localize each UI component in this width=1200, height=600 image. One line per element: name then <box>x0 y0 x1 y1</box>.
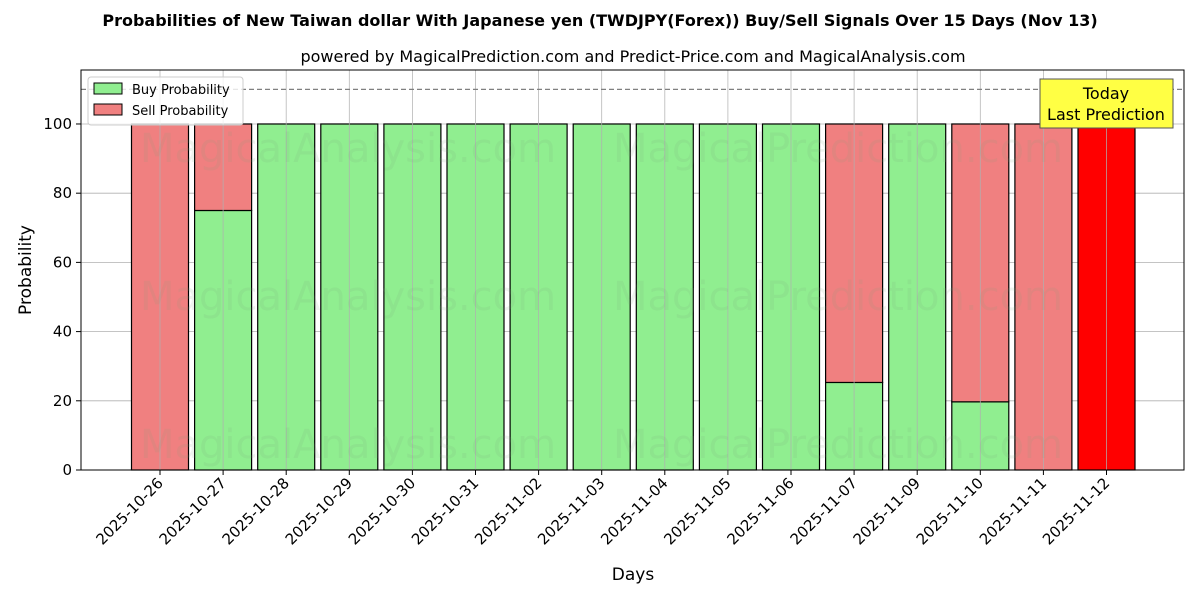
x-tick-label: 2025-11-09 <box>850 474 924 548</box>
legend: Buy Probability Sell Probability <box>87 76 244 126</box>
chart-subtitle: powered by MagicalPrediction.com and Pre… <box>300 47 965 66</box>
x-tick-label: 2025-11-02 <box>471 474 545 548</box>
x-tick-label: 2025-10-28 <box>219 474 293 548</box>
svg-text:MagicalPrediction.com: MagicalPrediction.com <box>613 274 1063 320</box>
x-tick-label: 2025-11-06 <box>723 474 797 548</box>
bars <box>130 70 1136 471</box>
y-tick-label: 60 <box>53 253 72 271</box>
legend-swatch-sell <box>93 103 123 116</box>
annotation-line2: Last Prediction <box>1047 105 1165 124</box>
x-tick-label: 2025-10-27 <box>156 474 230 548</box>
y-tick-label: 100 <box>43 115 72 133</box>
x-axis: 2025-10-262025-10-272025-10-282025-10-29… <box>92 470 1113 548</box>
x-axis-label: Days <box>612 565 655 585</box>
y-tick-label: 80 <box>53 184 72 202</box>
svg-text:MagicalPrediction.com: MagicalPrediction.com <box>613 126 1063 172</box>
y-tick-label: 0 <box>62 461 72 479</box>
x-tick-label: 2025-10-30 <box>345 474 419 548</box>
watermarks: MagicalAnalysis.com MagicalPrediction.com… <box>140 126 1063 468</box>
svg-text:MagicalAnalysis.com: MagicalAnalysis.com <box>140 422 556 468</box>
x-tick-label: 2025-11-05 <box>660 474 734 548</box>
x-tick-label: 2025-10-31 <box>408 474 482 548</box>
plot-frame <box>80 69 1185 471</box>
x-tick-label: 2025-11-10 <box>913 474 987 548</box>
legend-label-buy: Buy Probability <box>132 83 230 98</box>
x-tick-label: 2025-11-04 <box>597 474 671 548</box>
svg-text:MagicalPrediction.com: MagicalPrediction.com <box>613 422 1063 468</box>
y-axis: 0 20 40 60 80 100 <box>43 115 81 479</box>
x-tick-label: 2025-11-12 <box>1039 474 1113 548</box>
x-tick-label: 2025-11-11 <box>976 474 1050 548</box>
legend-label-sell: Sell Probability <box>132 104 229 119</box>
y-tick-label: 20 <box>53 392 72 410</box>
svg-text:MagicalAnalysis.com: MagicalAnalysis.com <box>140 126 556 172</box>
chart-title: Probabilities of New Taiwan dollar With … <box>102 11 1097 30</box>
x-tick-label: 2025-11-03 <box>534 474 608 548</box>
x-tick-label: 2025-10-26 <box>92 474 166 548</box>
x-tick-label: 2025-11-07 <box>787 474 861 548</box>
annotation-line1: Today <box>1082 84 1129 103</box>
y-axis-label: Probability <box>16 225 36 315</box>
svg-text:MagicalAnalysis.com: MagicalAnalysis.com <box>140 274 556 320</box>
today-annotation: Today Last Prediction <box>1039 78 1174 129</box>
y-tick-label: 40 <box>53 323 72 341</box>
legend-swatch-buy <box>93 82 123 95</box>
x-tick-label: 2025-10-29 <box>282 474 356 548</box>
